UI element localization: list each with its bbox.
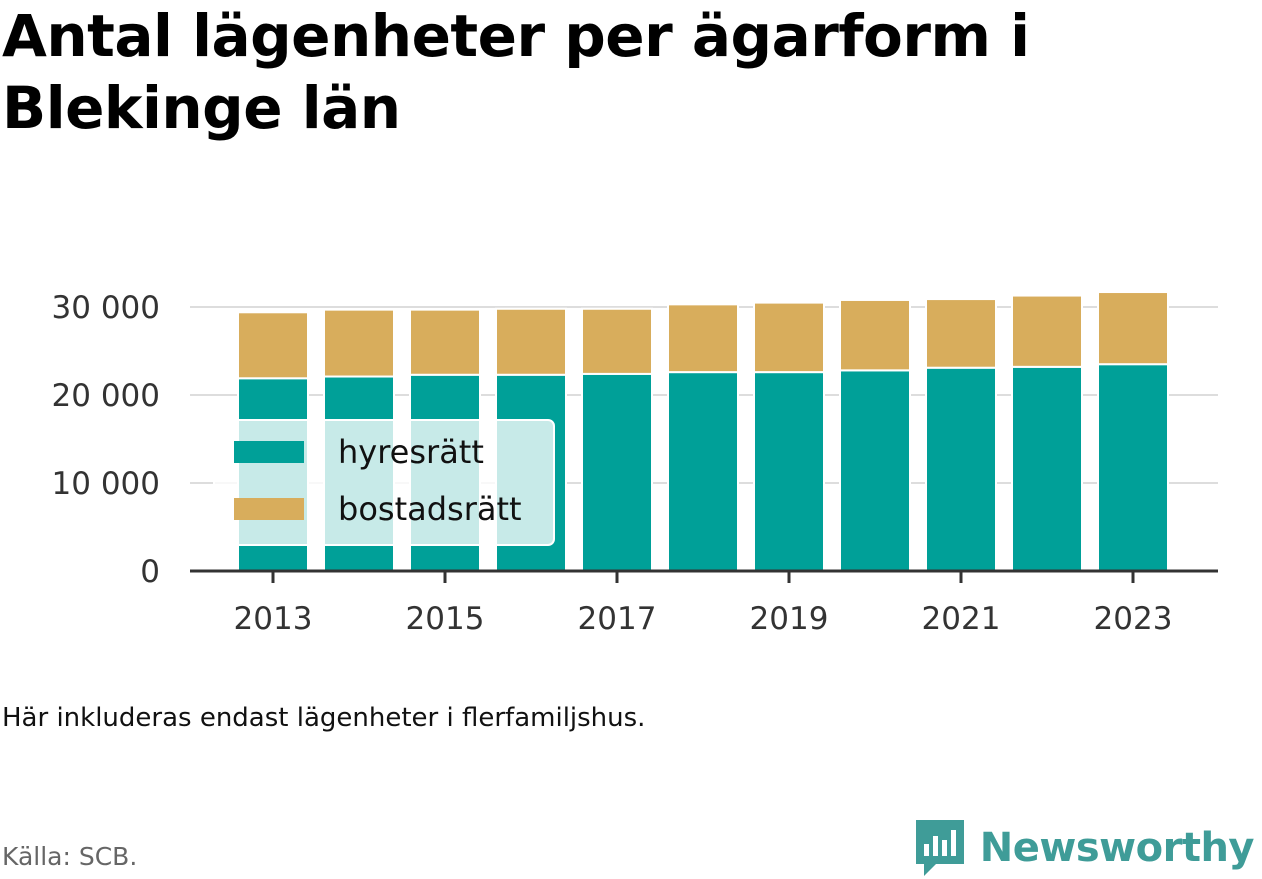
bar-hyresratt-2020 — [839, 369, 911, 572]
bar-bostadsratt-2019 — [753, 301, 825, 374]
bar-bostadsratt-2023 — [1097, 291, 1169, 366]
bar-bostadsratt-2014 — [323, 308, 395, 378]
y-tick-label: 30 000 — [52, 290, 160, 326]
bar-bostadsratt-2013 — [237, 311, 309, 380]
brand-name: Newsworthy — [979, 825, 1255, 871]
bar-hyresratt-2019 — [753, 371, 825, 573]
bar-bostadsratt-2021 — [925, 298, 997, 369]
bar-hyresratt-2017 — [581, 372, 653, 572]
x-tick-label: 2017 — [578, 601, 657, 637]
axes: 0 10 000 20 000 30 000 2013 2015 2017 2019 2021 2… — [52, 290, 1218, 637]
chart-note: Här inkluderas endast lägenheter i flerf… — [2, 703, 646, 733]
x-tick-label: 2013 — [234, 601, 313, 637]
y-tick-label: 0 — [140, 554, 160, 590]
bar-hyresratt-2021 — [925, 366, 997, 572]
bar-bostadsratt-2015 — [409, 308, 481, 376]
source-label: Källa: SCB. — [2, 842, 138, 871]
bar-hyresratt-2023 — [1097, 363, 1169, 572]
x-tick-label: 2019 — [750, 601, 829, 637]
x-tick-label: 2021 — [922, 601, 1001, 637]
chart-title: Antal lägenheter per ägarform i Blekinge… — [2, 2, 1030, 142]
legend-swatch-hyresratt — [234, 441, 304, 463]
x-tick-label: 2015 — [406, 601, 485, 637]
bar-hyresratt-2018 — [667, 371, 739, 573]
legend-label-bostadsratt: bostadsrätt — [338, 490, 522, 528]
stacked-bar-chart: 0 10 000 20 000 30 000 2013 2015 2017 2019 2021 2… — [52, 290, 1218, 637]
y-tick-label: 10 000 — [52, 466, 160, 502]
y-tick-label: 20 000 — [52, 378, 160, 414]
x-tick-label: 2023 — [1094, 601, 1173, 637]
newsworthy-logo-icon — [915, 820, 964, 876]
bar-hyresratt-2022 — [1011, 365, 1083, 572]
bar-bostadsratt-2018 — [667, 303, 739, 374]
legend-label-hyresratt: hyresrätt — [338, 433, 484, 471]
bar-bostadsratt-2022 — [1011, 294, 1083, 368]
legend: hyresrätt bostadsrätt — [213, 419, 555, 546]
bar-bostadsratt-2020 — [839, 298, 911, 372]
bar-bostadsratt-2017 — [581, 307, 653, 375]
bar-bostadsratt-2016 — [495, 307, 567, 376]
brand-logo: Newsworthy — [914, 818, 1255, 878]
legend-swatch-bostadsratt — [234, 498, 304, 520]
